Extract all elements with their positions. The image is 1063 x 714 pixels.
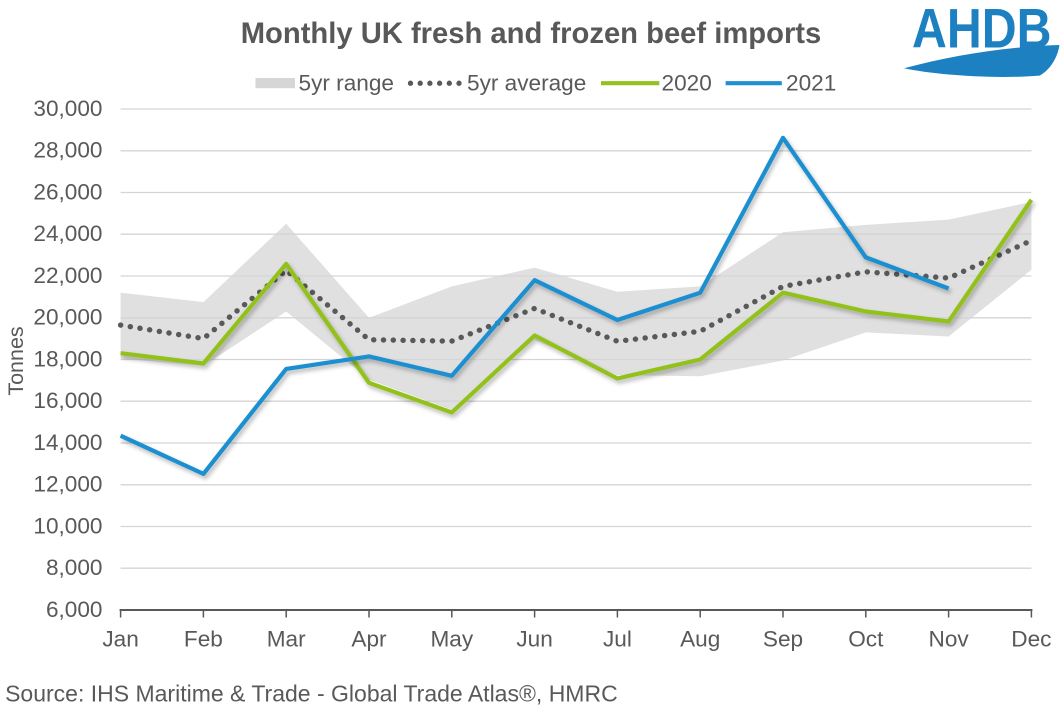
svg-text:22,000: 22,000	[33, 263, 102, 288]
svg-text:Oct: Oct	[848, 627, 884, 652]
svg-text:8,000: 8,000	[46, 555, 103, 580]
svg-text:26,000: 26,000	[33, 179, 102, 204]
svg-text:May: May	[430, 627, 473, 652]
svg-text:24,000: 24,000	[33, 221, 102, 246]
svg-text:18,000: 18,000	[33, 346, 102, 371]
svg-text:Nov: Nov	[929, 627, 970, 652]
svg-text:5yr range: 5yr range	[299, 70, 394, 95]
svg-text:14,000: 14,000	[33, 430, 102, 455]
svg-text:6,000: 6,000	[46, 597, 103, 622]
svg-text:28,000: 28,000	[33, 138, 102, 163]
svg-text:5yr average: 5yr average	[467, 70, 586, 95]
svg-text:12,000: 12,000	[33, 472, 102, 497]
svg-text:Tonnes: Tonnes	[4, 326, 28, 395]
svg-text:Jul: Jul	[603, 627, 632, 652]
svg-text:2020: 2020	[662, 70, 712, 95]
svg-text:Source: IHS Maritime & Trade -: Source: IHS Maritime & Trade - Global Tr…	[5, 681, 618, 707]
svg-text:16,000: 16,000	[33, 388, 102, 413]
svg-text:Mar: Mar	[267, 627, 306, 652]
svg-text:Monthly UK fresh and frozen be: Monthly UK fresh and frozen beef imports	[241, 18, 822, 50]
svg-text:Feb: Feb	[184, 627, 223, 652]
svg-text:Dec: Dec	[1011, 627, 1051, 652]
svg-text:Apr: Apr	[351, 627, 387, 652]
svg-text:Jun: Jun	[516, 627, 552, 652]
svg-text:10,000: 10,000	[33, 513, 102, 538]
svg-text:20,000: 20,000	[33, 305, 102, 330]
svg-text:Sep: Sep	[763, 627, 803, 652]
svg-text:2021: 2021	[786, 70, 836, 95]
svg-text:Jan: Jan	[102, 627, 138, 652]
svg-text:Aug: Aug	[680, 627, 720, 652]
svg-text:30,000: 30,000	[33, 96, 102, 121]
